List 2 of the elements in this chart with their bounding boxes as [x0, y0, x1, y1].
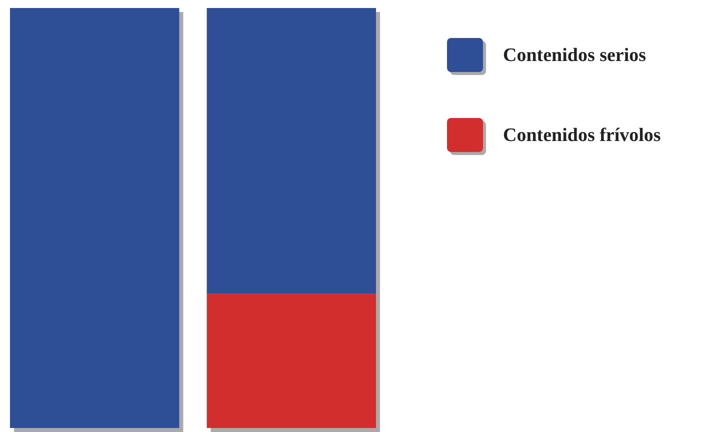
legend-label: Contenidos frívolos — [503, 125, 661, 146]
legend-label: Contenidos serios — [503, 45, 646, 66]
